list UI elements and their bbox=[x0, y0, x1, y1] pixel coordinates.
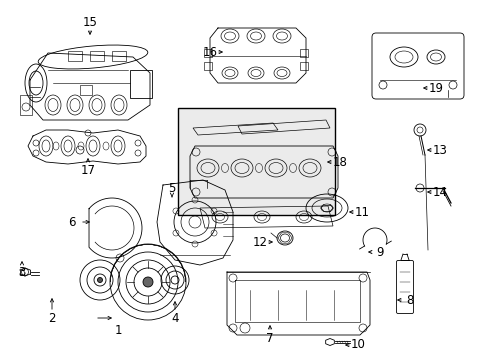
Text: 19: 19 bbox=[427, 81, 443, 94]
Bar bbox=[112, 51, 126, 61]
Text: 18: 18 bbox=[332, 156, 347, 168]
Text: 8: 8 bbox=[406, 293, 413, 306]
Bar bbox=[178, 108, 334, 215]
Text: 7: 7 bbox=[265, 332, 273, 345]
Bar bbox=[68, 51, 82, 61]
Text: 6: 6 bbox=[68, 216, 76, 229]
Text: 1: 1 bbox=[114, 324, 122, 337]
Text: 9: 9 bbox=[375, 246, 383, 258]
Bar bbox=[203, 49, 212, 57]
Bar bbox=[20, 95, 32, 115]
Text: 11: 11 bbox=[354, 206, 369, 219]
Bar bbox=[299, 49, 307, 57]
Bar bbox=[299, 62, 307, 70]
Circle shape bbox=[97, 278, 102, 283]
Text: 13: 13 bbox=[432, 144, 447, 157]
Bar bbox=[80, 85, 92, 95]
Text: 10: 10 bbox=[350, 338, 365, 351]
Text: 5: 5 bbox=[168, 181, 175, 194]
Circle shape bbox=[142, 277, 153, 287]
Text: 4: 4 bbox=[171, 311, 179, 324]
Text: 17: 17 bbox=[81, 163, 95, 176]
Text: 12: 12 bbox=[252, 235, 267, 248]
Bar bbox=[203, 62, 212, 70]
Bar bbox=[130, 70, 152, 98]
Text: 16: 16 bbox=[202, 45, 217, 58]
Bar bbox=[90, 51, 104, 61]
Text: 2: 2 bbox=[48, 311, 56, 324]
Text: 15: 15 bbox=[82, 15, 97, 28]
Text: 14: 14 bbox=[431, 185, 447, 198]
Text: 3: 3 bbox=[18, 266, 26, 279]
